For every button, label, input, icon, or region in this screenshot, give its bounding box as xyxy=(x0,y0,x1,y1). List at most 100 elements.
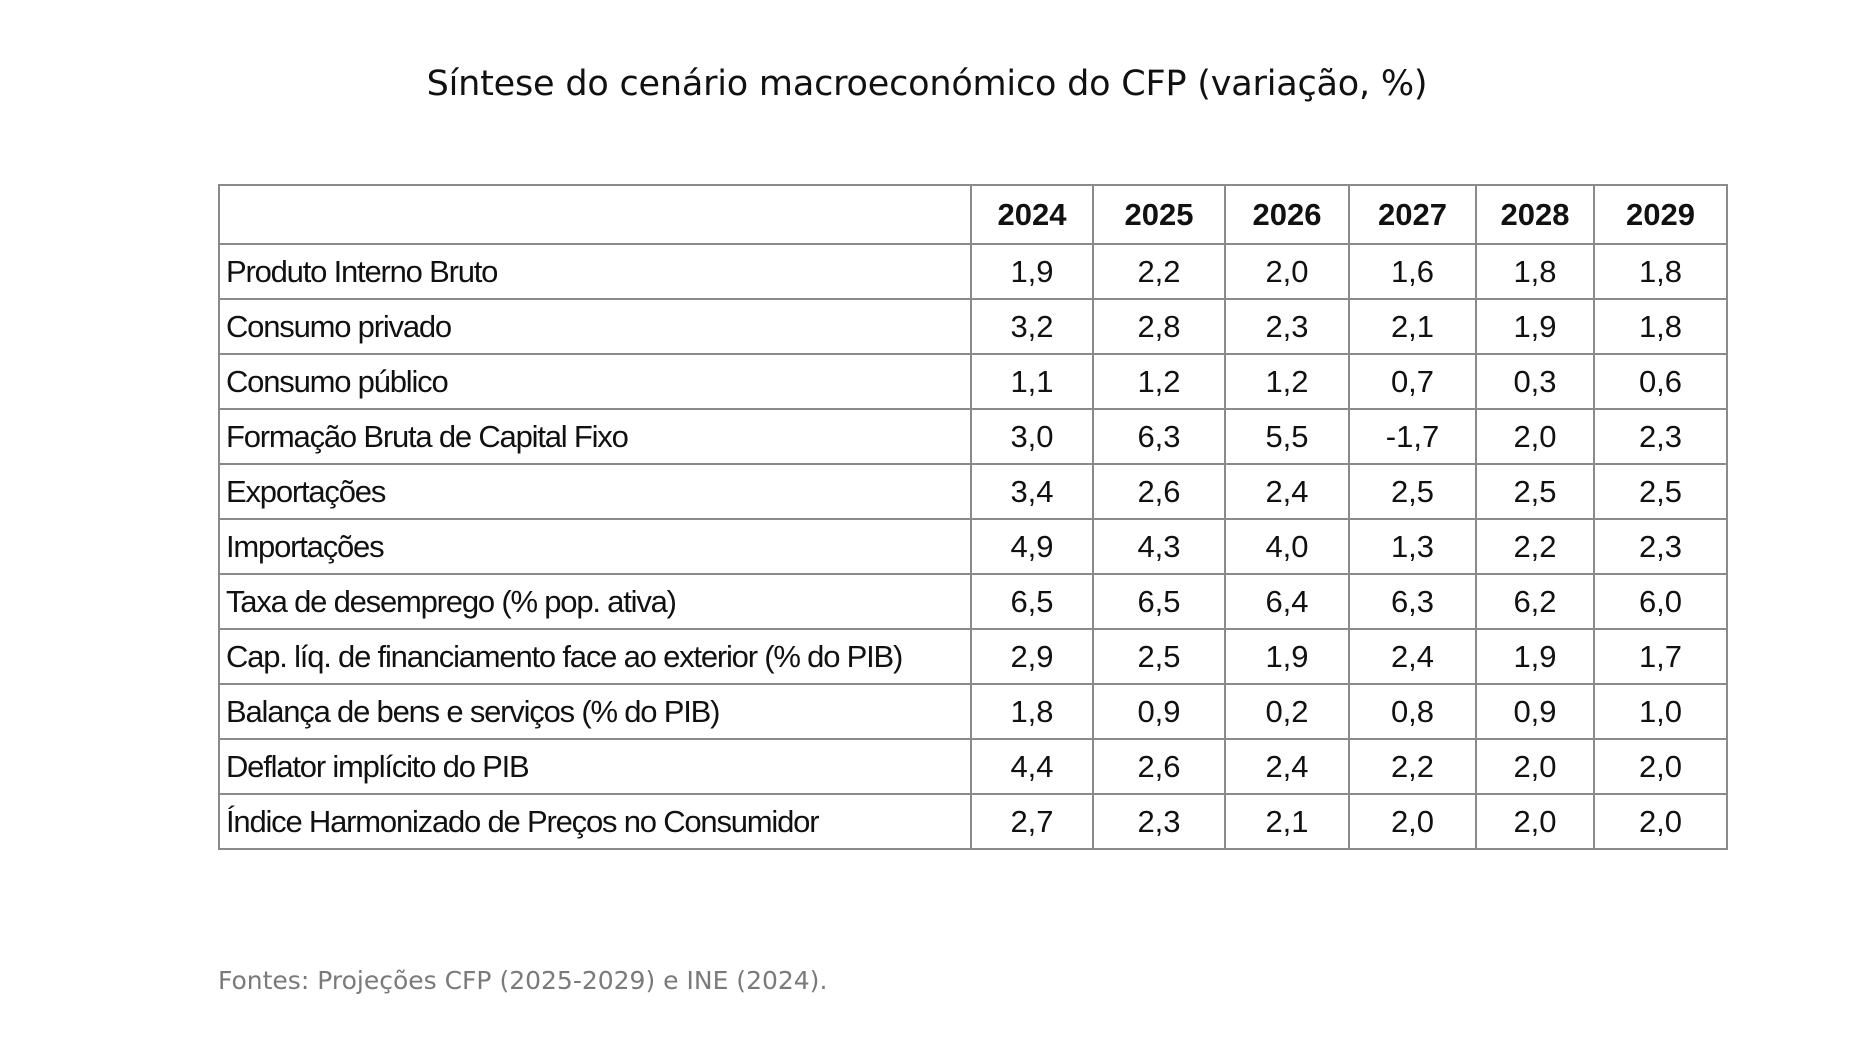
value-cell: 2,0 xyxy=(1348,793,1477,850)
value-cell: 2,1 xyxy=(1348,298,1477,355)
value-cell: 2,4 xyxy=(1348,628,1477,685)
source-note: Fontes: Projeções CFP (2025-2029) e INE … xyxy=(218,966,828,995)
value-cell: 1,3 xyxy=(1348,518,1477,575)
table-row: Índice Harmonizado de Preços no Consumid… xyxy=(218,793,1728,850)
value-cell: 2,5 xyxy=(1475,463,1595,520)
value-cell: 1,2 xyxy=(1224,353,1350,410)
value-cell: 2,1 xyxy=(1224,793,1350,850)
value-cell: 0,3 xyxy=(1475,353,1595,410)
value-cell: 2,4 xyxy=(1224,463,1350,520)
value-cell: -1,7 xyxy=(1348,408,1477,465)
value-cell: 2,3 xyxy=(1593,518,1728,575)
value-cell: 0,9 xyxy=(1475,683,1595,740)
value-cell: 6,5 xyxy=(1092,573,1226,630)
value-cell: 2,9 xyxy=(970,628,1094,685)
value-cell: 3,2 xyxy=(970,298,1094,355)
table-header-row: 2024 2025 2026 2027 2028 2029 xyxy=(218,184,1728,245)
macro-scenario-table: 2024 2025 2026 2027 2028 2029 Produto In… xyxy=(218,184,1728,850)
row-label: Taxa de desemprego (% pop. ativa) xyxy=(218,573,972,630)
value-cell: 2,0 xyxy=(1475,408,1595,465)
value-cell: 2,2 xyxy=(1348,738,1477,795)
row-label: Deflator implícito do PIB xyxy=(218,738,972,795)
value-cell: 2,3 xyxy=(1593,408,1728,465)
value-cell: 4,0 xyxy=(1224,518,1350,575)
table-row: Exportações 3,4 2,6 2,4 2,5 2,5 2,5 xyxy=(218,463,1728,520)
value-cell: 2,0 xyxy=(1475,738,1595,795)
value-cell: 2,6 xyxy=(1092,463,1226,520)
value-cell: 2,2 xyxy=(1475,518,1595,575)
row-label: Consumo público xyxy=(218,353,972,410)
row-label: Exportações xyxy=(218,463,972,520)
value-cell: 6,5 xyxy=(970,573,1094,630)
row-label: Produto Interno Bruto xyxy=(218,243,972,300)
value-cell: 1,8 xyxy=(970,683,1094,740)
value-cell: 2,5 xyxy=(1593,463,1728,520)
value-cell: 1,6 xyxy=(1348,243,1477,300)
table-row: Consumo privado 3,2 2,8 2,3 2,1 1,9 1,8 xyxy=(218,298,1728,355)
value-cell: 2,6 xyxy=(1092,738,1226,795)
value-cell: 1,9 xyxy=(1224,628,1350,685)
page-title: Síntese do cenário macroeconómico do CFP… xyxy=(426,64,1428,104)
value-cell: 2,2 xyxy=(1092,243,1226,300)
value-cell: 2,5 xyxy=(1092,628,1226,685)
column-header: 2025 xyxy=(1092,184,1226,245)
value-cell: 2,3 xyxy=(1092,793,1226,850)
value-cell: 1,9 xyxy=(1475,628,1595,685)
table-body: Produto Interno Bruto 1,9 2,2 2,0 1,6 1,8 1,8 C… xyxy=(218,243,1728,850)
value-cell: 4,9 xyxy=(970,518,1094,575)
value-cell: 1,1 xyxy=(970,353,1094,410)
table-row: Produto Interno Bruto 1,9 2,2 2,0 1,6 1,8 1,8 xyxy=(218,243,1728,300)
table-row: Consumo público 1,1 1,2 1,2 0,7 0,3 0,6 xyxy=(218,353,1728,410)
value-cell: 1,0 xyxy=(1593,683,1728,740)
row-label: Índice Harmonizado de Preços no Consumid… xyxy=(218,793,972,850)
row-label: Consumo privado xyxy=(218,298,972,355)
value-cell: 2,8 xyxy=(1092,298,1226,355)
value-cell: 1,8 xyxy=(1593,243,1728,300)
header-label-cell xyxy=(218,184,972,245)
value-cell: 1,8 xyxy=(1593,298,1728,355)
value-cell: 2,3 xyxy=(1224,298,1350,355)
table-row: Taxa de desemprego (% pop. ativa) 6,5 6,5 6… xyxy=(218,573,1728,630)
value-cell: 2,7 xyxy=(970,793,1094,850)
value-cell: 5,5 xyxy=(1224,408,1350,465)
column-header: 2028 xyxy=(1475,184,1595,245)
column-header: 2027 xyxy=(1348,184,1477,245)
value-cell: 2,5 xyxy=(1348,463,1477,520)
value-cell: 0,7 xyxy=(1348,353,1477,410)
table-row: Balança de bens e serviços (% do PIB) 1,8… xyxy=(218,683,1728,740)
value-cell: 6,2 xyxy=(1475,573,1595,630)
value-cell: 6,0 xyxy=(1593,573,1728,630)
value-cell: 1,9 xyxy=(970,243,1094,300)
value-cell: 0,8 xyxy=(1348,683,1477,740)
value-cell: 2,0 xyxy=(1224,243,1350,300)
value-cell: 6,4 xyxy=(1224,573,1350,630)
row-label: Balança de bens e serviços (% do PIB) xyxy=(218,683,972,740)
value-cell: 3,4 xyxy=(970,463,1094,520)
value-cell: 2,4 xyxy=(1224,738,1350,795)
value-cell: 1,7 xyxy=(1593,628,1728,685)
column-header: 2024 xyxy=(970,184,1094,245)
value-cell: 1,8 xyxy=(1475,243,1595,300)
value-cell: 4,3 xyxy=(1092,518,1226,575)
value-cell: 0,2 xyxy=(1224,683,1350,740)
value-cell: 6,3 xyxy=(1092,408,1226,465)
value-cell: 2,0 xyxy=(1593,738,1728,795)
table-row: Formação Bruta de Capital Fixo 3,0 6,3 5,5-… xyxy=(218,408,1728,465)
value-cell: 1,2 xyxy=(1092,353,1226,410)
value-cell: 0,6 xyxy=(1593,353,1728,410)
column-header: 2026 xyxy=(1224,184,1350,245)
value-cell: 1,9 xyxy=(1475,298,1595,355)
value-cell: 2,0 xyxy=(1593,793,1728,850)
table-row: Deflator implícito do PIB 4,4 2,6 2,4 2,2 2,0… xyxy=(218,738,1728,795)
table-row: Importações 4,9 4,3 4,0 1,3 2,2 2,3 xyxy=(218,518,1728,575)
value-cell: 4,4 xyxy=(970,738,1094,795)
value-cell: 2,0 xyxy=(1475,793,1595,850)
row-label: Importações xyxy=(218,518,972,575)
value-cell: 0,9 xyxy=(1092,683,1226,740)
row-label: Formação Bruta de Capital Fixo xyxy=(218,408,972,465)
value-cell: 3,0 xyxy=(970,408,1094,465)
column-header: 2029 xyxy=(1593,184,1728,245)
row-label: Cap. líq. de financiamento face ao exter… xyxy=(218,628,972,685)
value-cell: 6,3 xyxy=(1348,573,1477,630)
table-row: Cap. líq. de financiamento face ao exter… xyxy=(218,628,1728,685)
